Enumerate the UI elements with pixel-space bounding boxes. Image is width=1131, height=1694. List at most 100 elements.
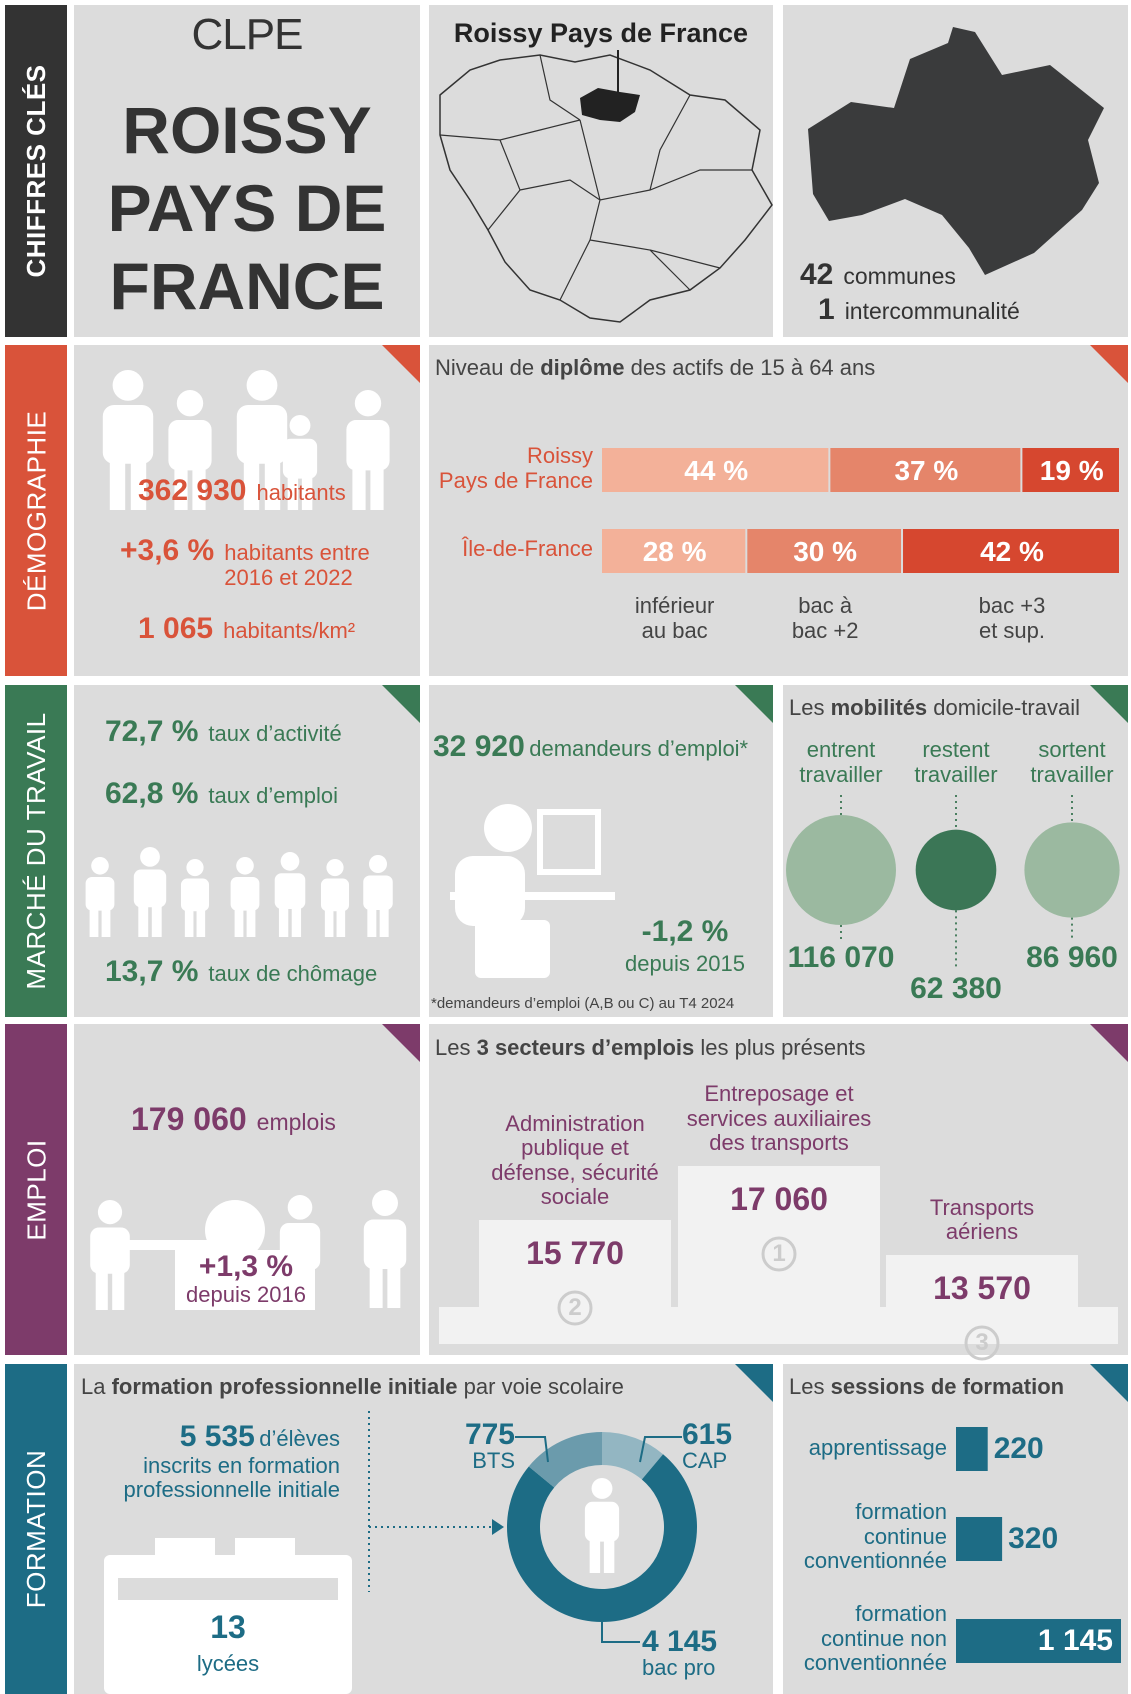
value-label: 86 960 <box>1026 941 1118 974</box>
side-bar <box>5 1024 67 1355</box>
worker-icon <box>320 878 350 912</box>
stat-label: emplois <box>256 1109 336 1135</box>
leader-line <box>515 1436 549 1463</box>
worker-icon <box>133 869 167 908</box>
category-label: CAP <box>682 1448 728 1473</box>
region-outline <box>439 54 773 323</box>
bubble <box>1024 822 1120 918</box>
legend-label: inférieur au bac <box>634 593 715 643</box>
sector-value: 17 060 <box>730 1181 828 1217</box>
category-label: Île-de-France <box>462 536 593 561</box>
corner-mark <box>1090 1024 1128 1062</box>
podium-base <box>439 1307 1118 1344</box>
person-icon <box>370 462 384 510</box>
sector-value: 15 770 <box>526 1235 624 1271</box>
stat-value: +3,6 % <box>120 534 215 567</box>
rank-number: 3 <box>975 1329 989 1356</box>
worker-icon <box>368 855 388 874</box>
bar-segment <box>747 529 902 573</box>
person-icon <box>264 454 281 510</box>
side-bar <box>5 345 67 676</box>
stat-value: 13,7 % <box>105 955 199 988</box>
rank-circle <box>964 1325 1000 1361</box>
stat-value: 179 060 <box>131 1101 247 1137</box>
desk-icon <box>450 892 615 900</box>
desk-icon <box>537 809 601 875</box>
section-label: MARCHÉ DU TRAVAIL <box>21 712 51 990</box>
panel-title: La formation professionnelle initiale pa… <box>81 1374 624 1400</box>
desk-icon <box>455 856 525 926</box>
lycees-value: 13 <box>210 1609 246 1645</box>
sector-value: 13 570 <box>933 1270 1031 1306</box>
value-label: 220 <box>993 1432 1044 1465</box>
stat: 13,7 % taux de chômage <box>105 955 377 989</box>
person-icon <box>130 454 147 510</box>
bar <box>956 1427 988 1471</box>
title-text: domicile-travail <box>927 695 1080 720</box>
stat: 1 065 habitants/km² <box>138 612 355 646</box>
title-text: Les <box>435 1035 477 1060</box>
section-label: FORMATION <box>21 1449 51 1609</box>
donut-segment <box>507 1454 697 1622</box>
value-label: 30 % <box>793 536 858 567</box>
worker-icon <box>363 1219 407 1270</box>
category-label: BTS <box>472 1448 515 1473</box>
stat-label: taux de chômage <box>208 961 378 986</box>
person-icon <box>289 415 311 436</box>
saw-icon <box>205 1200 265 1260</box>
school-icon <box>155 1538 215 1558</box>
stat-value: 62,8 % <box>105 777 199 810</box>
category-label: entrent travailler <box>799 737 883 787</box>
workbench-icon <box>100 1240 230 1250</box>
person-icon <box>352 462 366 510</box>
stat-value: 32 920 <box>433 730 525 763</box>
category-label: apprentissage <box>808 1435 947 1460</box>
value-label: 615 <box>682 1418 733 1451</box>
worker-icon <box>112 1266 125 1310</box>
desk-icon <box>475 920 550 978</box>
person-icon <box>354 390 382 417</box>
person-icon <box>176 390 204 417</box>
stat: 42 communes <box>800 258 956 292</box>
donut-segment <box>528 1432 602 1488</box>
category-label: restent travailler <box>914 737 998 787</box>
department-lines <box>439 54 752 301</box>
worker-icon <box>326 859 344 877</box>
lycees-label: lycées <box>196 1651 260 1676</box>
worker-icon <box>90 1227 130 1274</box>
corner-mark <box>382 685 420 723</box>
title-text: Les <box>789 695 831 720</box>
worker-icon <box>85 877 115 911</box>
legend-label: bac à bac +2 <box>791 593 859 643</box>
school-icon <box>118 1578 338 1600</box>
panel <box>429 5 773 337</box>
worker-icon <box>363 875 393 910</box>
student-icon <box>584 1501 620 1542</box>
title-bold: sessions de formation <box>830 1374 1065 1399</box>
title-text: des actifs de 15 à 64 ans <box>624 355 876 380</box>
legend-label: bac +3 et sup. <box>978 593 1046 643</box>
school-icon <box>235 1538 295 1558</box>
corner-mark <box>382 1024 420 1062</box>
person-icon <box>287 472 299 510</box>
panel-title: Les sessions de formation <box>789 1374 1065 1400</box>
stat-label: intercommunalité <box>844 298 1020 324</box>
value-label: 28 % <box>642 536 707 567</box>
stat-value: 42 <box>800 258 834 291</box>
worker-icon <box>280 852 300 871</box>
arrow-head <box>492 1519 504 1535</box>
side-bar <box>5 685 67 1017</box>
worker-icon <box>97 1200 123 1225</box>
side-bar <box>5 5 67 337</box>
title-bold: mobilités <box>830 695 928 720</box>
person-icon <box>282 438 318 479</box>
title-text: par voie scolaire <box>457 1374 624 1399</box>
change-label: depuis 2015 <box>625 951 745 976</box>
value-label: 116 070 <box>787 941 895 974</box>
person-icon <box>168 420 212 471</box>
worker-icon <box>291 903 302 937</box>
value-label: 775 <box>464 1418 515 1451</box>
footnote: *demandeurs d’emploi (A,B ou C) au T4 20… <box>431 995 735 1012</box>
